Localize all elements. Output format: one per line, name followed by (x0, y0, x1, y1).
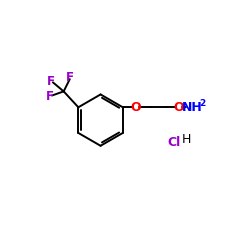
Text: H: H (182, 133, 191, 146)
Text: 2: 2 (199, 99, 205, 108)
Text: O: O (173, 101, 184, 114)
Text: Cl: Cl (167, 136, 180, 148)
Text: F: F (46, 90, 54, 103)
Text: NH: NH (182, 101, 203, 114)
Text: F: F (47, 74, 55, 88)
Text: F: F (66, 72, 74, 85)
Text: O: O (130, 101, 141, 114)
